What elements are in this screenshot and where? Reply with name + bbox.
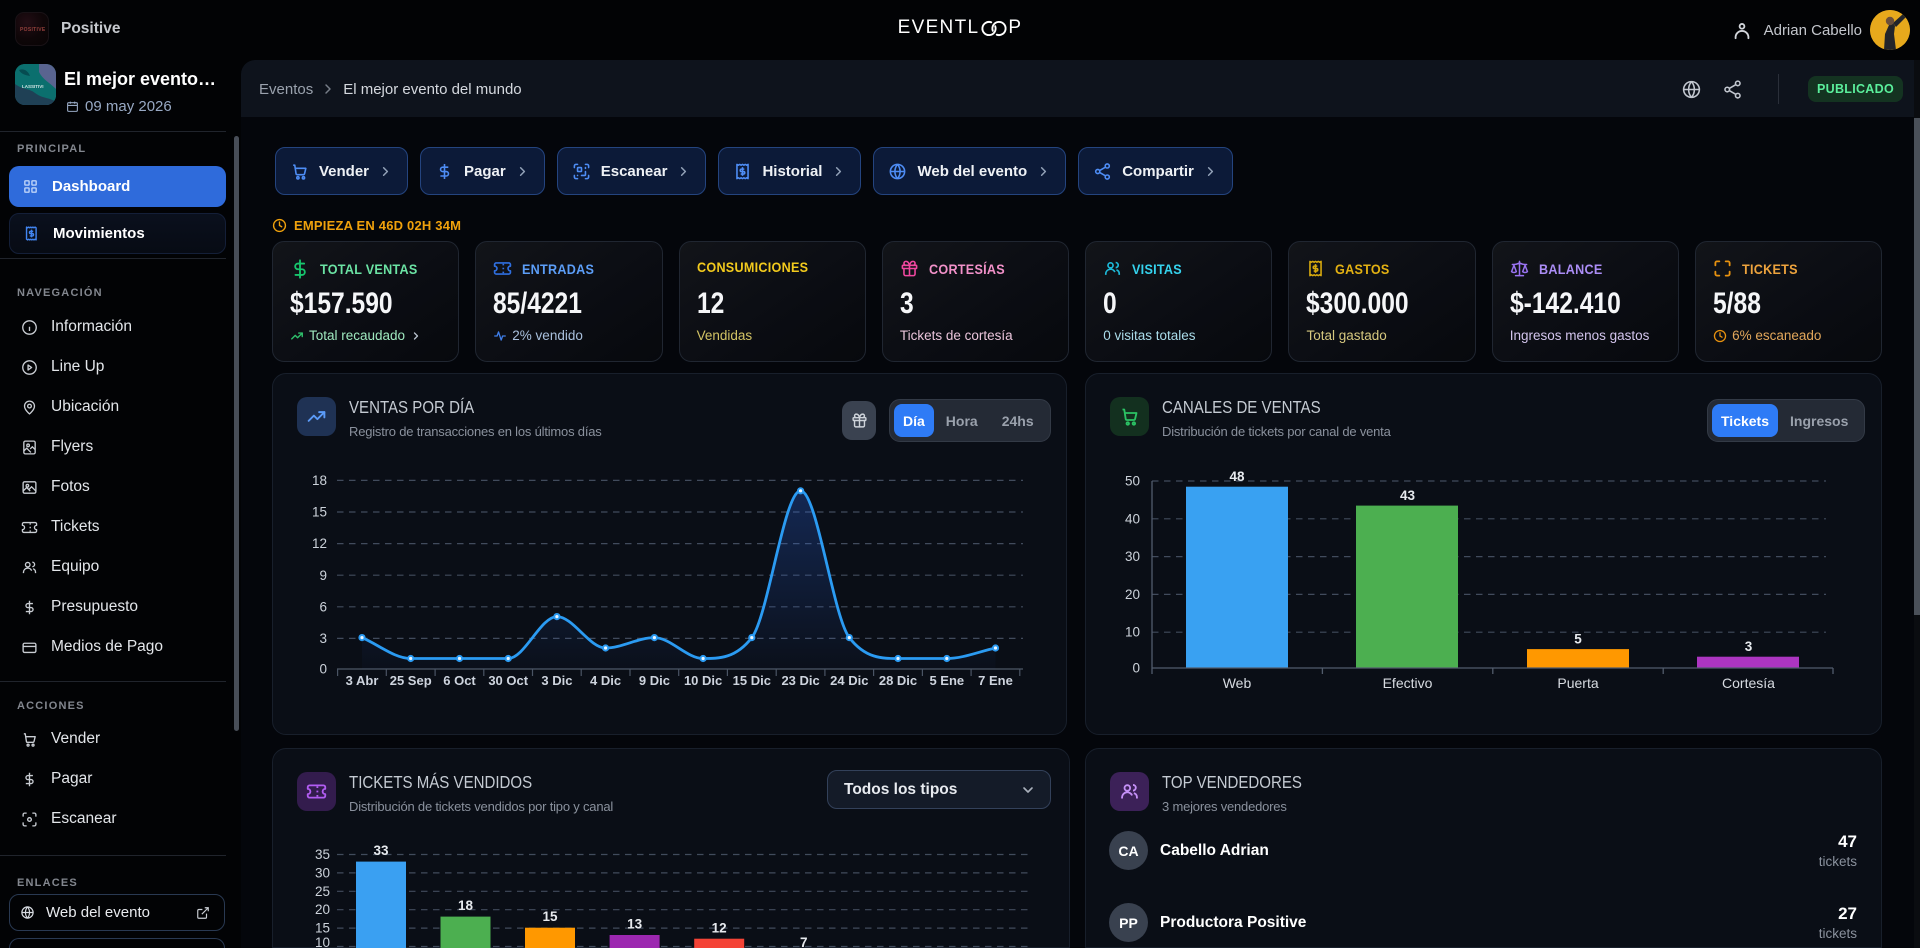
svg-text:43: 43: [1400, 488, 1416, 503]
svg-text:23 Dic: 23 Dic: [781, 673, 819, 688]
svg-text:13: 13: [627, 917, 643, 932]
svg-text:7: 7: [800, 935, 808, 948]
svg-text:18: 18: [458, 898, 474, 913]
svg-text:12: 12: [312, 536, 327, 551]
svg-text:10: 10: [315, 935, 330, 948]
svg-text:20: 20: [315, 902, 330, 917]
svg-text:LASSITIVI: LASSITIVI: [22, 84, 44, 89]
svg-text:40: 40: [1125, 511, 1140, 526]
svg-text:12: 12: [712, 921, 727, 936]
svg-text:3 Dic: 3 Dic: [541, 673, 572, 688]
svg-text:15: 15: [542, 909, 558, 924]
svg-text:4 Dic: 4 Dic: [590, 673, 621, 688]
svg-text:48: 48: [1229, 469, 1245, 484]
svg-text:50: 50: [1125, 474, 1140, 489]
svg-text:35: 35: [315, 847, 330, 862]
svg-text:Puerta: Puerta: [1557, 675, 1598, 691]
svg-text:25 Sep: 25 Sep: [390, 673, 432, 688]
svg-text:Web: Web: [1223, 675, 1252, 691]
svg-text:30: 30: [1125, 549, 1140, 564]
svg-text:5: 5: [1574, 632, 1582, 647]
svg-text:30 Oct: 30 Oct: [488, 673, 528, 688]
svg-text:15: 15: [312, 505, 327, 520]
svg-text:6 Oct: 6 Oct: [443, 673, 476, 688]
svg-text:6: 6: [319, 599, 327, 614]
svg-text:0: 0: [319, 662, 327, 677]
svg-text:25: 25: [315, 884, 330, 899]
svg-text:10 Dic: 10 Dic: [684, 673, 722, 688]
svg-text:20: 20: [1125, 587, 1140, 602]
svg-text:7 Ene: 7 Ene: [978, 673, 1013, 688]
svg-text:9: 9: [319, 568, 327, 583]
svg-text:3 Abr: 3 Abr: [346, 673, 379, 688]
svg-text:Cortesía: Cortesía: [1722, 675, 1775, 691]
svg-text:15: 15: [315, 921, 330, 936]
svg-text:0: 0: [1132, 661, 1140, 676]
svg-text:10: 10: [1125, 625, 1140, 640]
svg-text:15 Dic: 15 Dic: [733, 673, 771, 688]
svg-text:28 Dic: 28 Dic: [879, 673, 917, 688]
svg-text:Efectivo: Efectivo: [1383, 675, 1433, 691]
svg-text:33: 33: [373, 843, 389, 858]
svg-text:5 Ene: 5 Ene: [929, 673, 964, 688]
svg-text:9 Dic: 9 Dic: [639, 673, 670, 688]
svg-text:3: 3: [319, 631, 327, 646]
svg-text:3: 3: [1745, 639, 1753, 654]
svg-text:30: 30: [315, 865, 330, 880]
svg-text:24 Dic: 24 Dic: [830, 673, 868, 688]
svg-text:18: 18: [312, 473, 327, 488]
